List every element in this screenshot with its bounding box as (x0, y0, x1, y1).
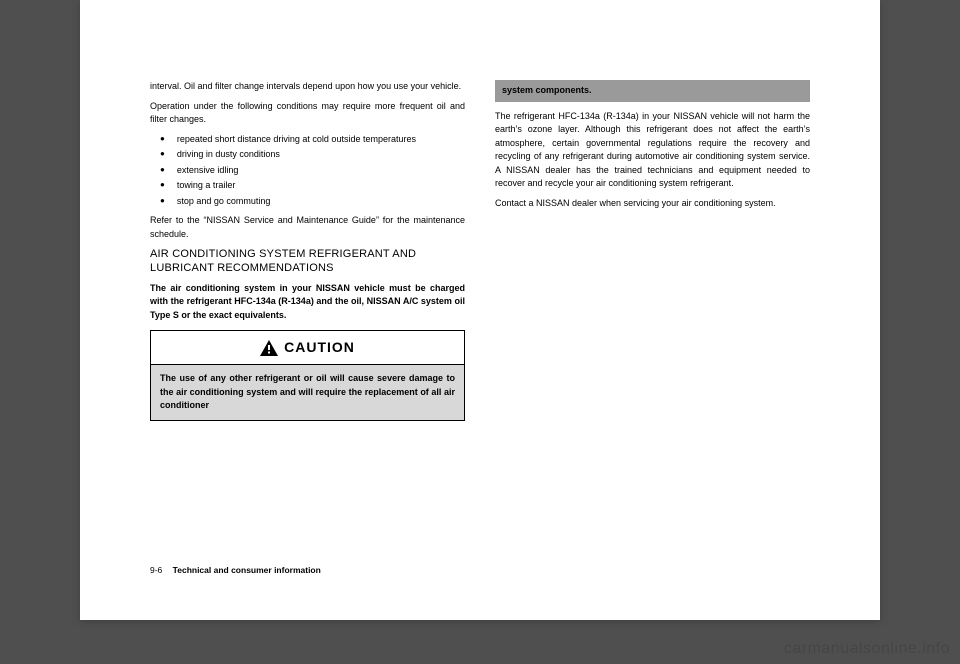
paragraph: Contact a NISSAN dealer when servicing y… (495, 197, 810, 211)
continuation-banner: system components. (495, 80, 810, 102)
watermark: carmanualsonline.info (784, 640, 950, 658)
section-heading: AIR CONDITIONING SYSTEM REFRIGERANT AND … (150, 247, 465, 276)
right-column: system components. The refrigerant HFC-1… (495, 80, 810, 421)
warning-icon (260, 340, 278, 356)
paragraph: The refrigerant HFC-134a (R-134a) in you… (495, 110, 810, 191)
list-item: ● stop and go commuting (150, 195, 465, 209)
left-column: interval. Oil and filter change interval… (150, 80, 465, 421)
bullet-icon: ● (160, 164, 165, 178)
manual-page: interval. Oil and filter change interval… (80, 0, 880, 620)
bullet-icon: ● (160, 195, 165, 209)
columns: interval. Oil and filter change interval… (150, 80, 810, 421)
bullet-list: ● repeated short distance driving at cold… (150, 133, 465, 209)
page-footer: 9-6 Technical and consumer information (150, 565, 321, 575)
list-text: stop and go commuting (177, 195, 465, 209)
bullet-icon: ● (160, 148, 165, 162)
list-text: driving in dusty conditions (177, 148, 465, 162)
list-item: ● driving in dusty conditions (150, 148, 465, 162)
caution-label: CAUTION (284, 337, 355, 358)
bullet-icon: ● (160, 133, 165, 147)
bullet-icon: ● (160, 179, 165, 193)
paragraph: interval. Oil and filter change interval… (150, 80, 465, 94)
page-number: 9-6 (150, 565, 162, 575)
list-item: ● repeated short distance driving at cold… (150, 133, 465, 147)
caution-box: CAUTION The use of any other refrigerant… (150, 330, 465, 421)
section-title: Technical and consumer information (173, 565, 321, 575)
caution-header: CAUTION (151, 331, 464, 365)
list-text: repeated short distance driving at cold … (177, 133, 465, 147)
list-text: towing a trailer (177, 179, 465, 193)
caution-body: The use of any other refrigerant or oil … (151, 365, 464, 420)
paragraph: Refer to the “NISSAN Service and Mainten… (150, 214, 465, 241)
paragraph: Operation under the following conditions… (150, 100, 465, 127)
list-text: extensive idling (177, 164, 465, 178)
bold-paragraph: The air conditioning system in your NISS… (150, 282, 465, 323)
list-item: ● extensive idling (150, 164, 465, 178)
list-item: ● towing a trailer (150, 179, 465, 193)
